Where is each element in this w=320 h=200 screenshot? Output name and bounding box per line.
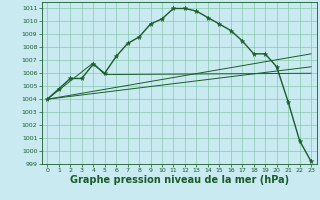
X-axis label: Graphe pression niveau de la mer (hPa): Graphe pression niveau de la mer (hPa) <box>70 175 289 185</box>
